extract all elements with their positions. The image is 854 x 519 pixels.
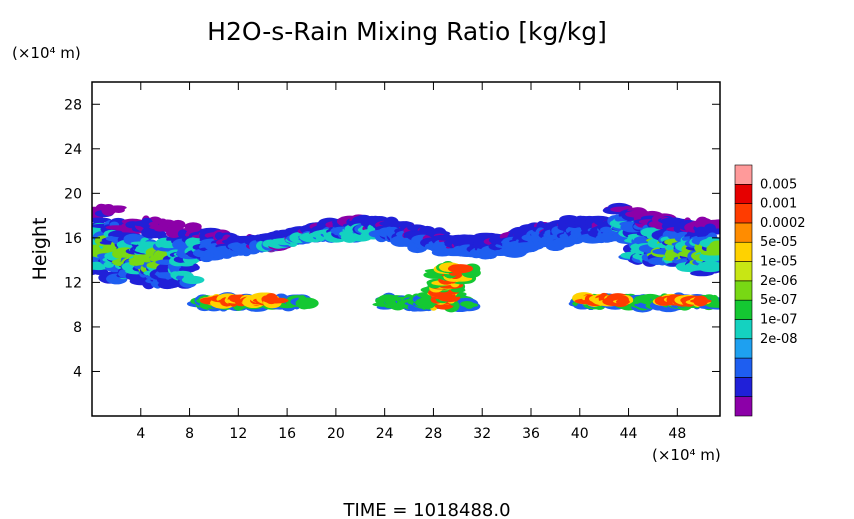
x-tick-label-4: 20 xyxy=(327,426,345,442)
colorbar-swatch-1 xyxy=(734,377,753,397)
y-unit-label: (×10⁴ m) xyxy=(12,44,81,62)
x-tick-label-1: 8 xyxy=(185,426,194,442)
y-tick-label-2: 12 xyxy=(64,275,82,291)
colorbar-label-4: 1e-05 xyxy=(760,255,798,270)
field-cell xyxy=(648,257,667,265)
field-cell xyxy=(177,229,188,239)
colorbar-swatch-5 xyxy=(734,299,753,320)
colorbar-label-6: 5e-07 xyxy=(760,293,798,308)
colorbar-swatch-6 xyxy=(734,280,753,301)
x-tick-label-7: 32 xyxy=(473,426,491,442)
colorbar-label-7: 1e-07 xyxy=(760,312,798,327)
field-cell xyxy=(169,264,181,274)
colorbar-label-8: 2e-08 xyxy=(760,332,798,347)
x-tick-label-0: 4 xyxy=(136,426,145,442)
y-tick-label-1: 8 xyxy=(73,320,82,336)
field-cell xyxy=(295,297,319,309)
field-cell xyxy=(264,293,278,305)
field-cell xyxy=(704,223,716,234)
x-tick-label-10: 44 xyxy=(620,426,638,442)
y-axis-label: Height xyxy=(29,218,51,281)
colorbar-label-5: 2e-06 xyxy=(760,274,798,289)
field-cell xyxy=(707,301,720,308)
field-cell xyxy=(697,261,720,273)
x-tick-label-9: 40 xyxy=(571,426,589,442)
field-cell xyxy=(178,262,194,267)
field-cell xyxy=(464,301,474,309)
rain-mixing-ratio-field xyxy=(92,202,720,313)
y-tick-label-4: 20 xyxy=(64,186,82,202)
colorbar: 0.005 0.001 0.0002 5e-05 1e-05 2e-06 5e-07 1e-0… xyxy=(734,164,806,417)
x-axis: 4 8 12 16 20 24 28 32 36 40 44 48 xyxy=(136,82,686,442)
field-cell xyxy=(618,295,629,305)
x-tick-label-2: 12 xyxy=(229,426,247,442)
y-tick-label-5: 24 xyxy=(64,142,82,158)
time-label: TIME = 1018488.0 xyxy=(342,500,510,519)
colorbar-swatch-11 xyxy=(734,184,753,204)
x-unit-label: (×10⁴ m) xyxy=(652,446,721,464)
colorbar-label-3: 5e-05 xyxy=(760,235,798,250)
colorbar-swatch-2 xyxy=(734,357,753,378)
field-cell xyxy=(689,298,712,304)
field-cell xyxy=(633,236,652,245)
colorbar-swatch-12 xyxy=(734,164,753,185)
colorbar-swatch-3 xyxy=(734,338,753,359)
x-tick-label-8: 36 xyxy=(522,426,540,442)
plot-frame xyxy=(91,81,721,417)
colorbar-swatch-8 xyxy=(734,241,753,262)
chart-title: H2O-s-Rain Mixing Ratio [kg/kg] xyxy=(207,17,607,46)
y-tick-label-6: 28 xyxy=(64,97,82,113)
field-cell xyxy=(181,275,205,285)
colorbar-swatch-0 xyxy=(734,396,753,417)
field-cell xyxy=(709,240,720,253)
y-tick-label-3: 16 xyxy=(64,231,82,247)
y-axis: 4 8 12 16 20 24 28 xyxy=(64,97,720,380)
colorbar-swatch-9 xyxy=(734,222,753,243)
colorbar-label-0: 0.005 xyxy=(760,177,797,192)
x-tick-label-5: 24 xyxy=(376,426,394,442)
colorbar-label-1: 0.001 xyxy=(760,197,797,212)
field-cell xyxy=(599,232,614,243)
colorbar-swatch-4 xyxy=(734,319,753,340)
x-tick-label-6: 28 xyxy=(425,426,443,442)
colorbar-swatch-10 xyxy=(734,203,753,224)
field-cell xyxy=(140,217,153,230)
y-tick-label-0: 4 xyxy=(73,364,82,380)
colorbar-swatch-7 xyxy=(734,261,753,282)
field-cell xyxy=(700,250,720,256)
field-cell xyxy=(108,205,127,210)
colorbar-label-2: 0.0002 xyxy=(760,216,806,231)
x-tick-label-11: 48 xyxy=(668,426,686,442)
field-cell xyxy=(174,270,192,276)
x-tick-label-3: 16 xyxy=(278,426,296,442)
field-cell xyxy=(449,264,462,272)
